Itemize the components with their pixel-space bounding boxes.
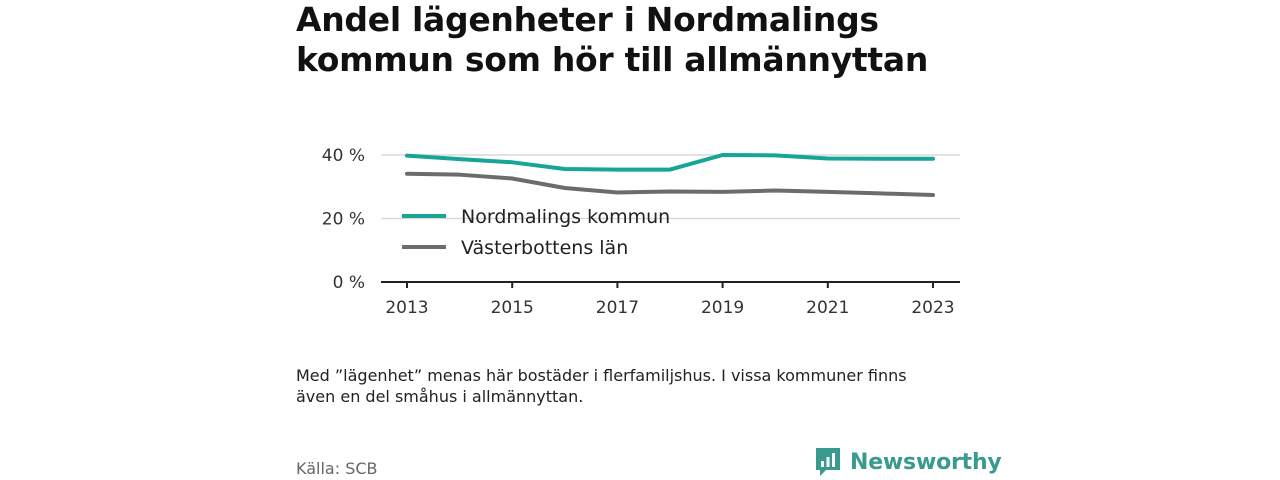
chart-note-line-2: även en del småhus i allmännyttan.	[296, 387, 584, 406]
x-tick-label: 2015	[491, 298, 534, 318]
legend-label: Nordmalings kommun	[461, 206, 670, 228]
x-tick-label: 2017	[596, 298, 639, 318]
chart-title-line-1: Andel lägenheter i Nordmalings	[296, 0, 879, 39]
legend-label: Västerbottens län	[461, 237, 628, 259]
y-tick-label: 40 %	[322, 146, 365, 166]
legend: Nordmalings kommun Västerbottens län	[402, 206, 670, 259]
chart-title-line-2: kommun som hör till allmännyttan	[296, 40, 929, 79]
newsworthy-logo[interactable]: Newsworthy	[814, 446, 1002, 478]
x-tick-label: 2023	[911, 298, 954, 318]
chart-title: Andel lägenheter i Nordmalings kommun so…	[296, 0, 996, 80]
newsworthy-logo-icon	[816, 448, 840, 476]
source-label: Källa: SCB	[296, 459, 378, 478]
chart-note: Med ”lägenhet” menas här bostäder i fler…	[296, 365, 976, 407]
newsworthy-logo-text: Newsworthy	[850, 449, 1002, 475]
y-tick-label: 0 %	[333, 273, 365, 293]
x-tick-label: 2021	[806, 298, 849, 318]
chart-note-line-1: Med ”lägenhet” menas här bostäder i fler…	[296, 366, 907, 385]
grid-lines	[381, 154, 960, 220]
series-line	[405, 153, 935, 172]
series-line	[405, 171, 935, 198]
x-tick-label: 2013	[385, 298, 428, 318]
y-tick-label: 20 %	[322, 210, 365, 230]
series-lines	[405, 153, 935, 198]
x-tick-label: 2019	[701, 298, 744, 318]
axes: 0 % 20 % 40 % 2013 2015 2017 2019 2021 2023	[322, 146, 960, 318]
